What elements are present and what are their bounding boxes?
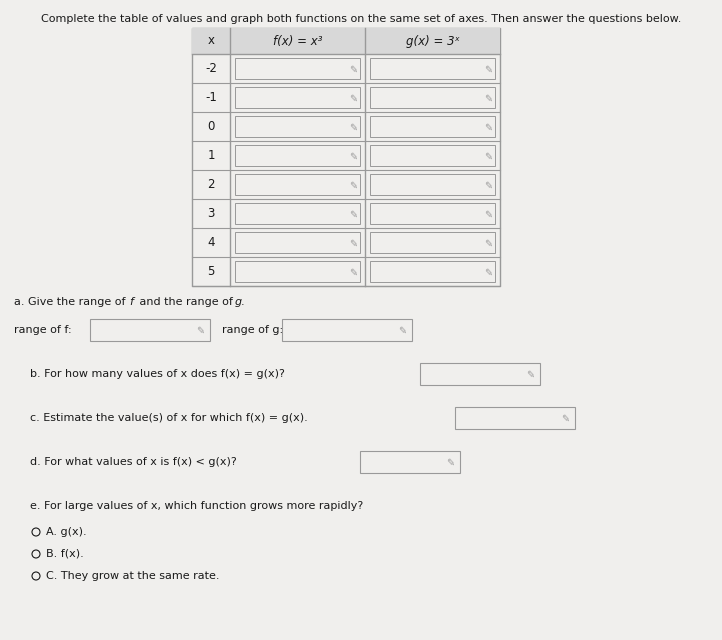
Bar [235,174,360,195]
Text: ✎: ✎ [484,209,492,220]
Bar [370,203,495,224]
Text: range of f:: range of f: [14,325,71,335]
Text: b. For how many values of x does f(x) = g(x)?: b. For how many values of x does f(x) = … [30,369,285,379]
Text: ✎: ✎ [484,152,492,161]
Text: ✎: ✎ [349,209,357,220]
Bar [370,87,495,108]
Bar [282,319,412,341]
Text: f(x) = x³: f(x) = x³ [273,35,322,47]
Text: c. Estimate the value(s) of x for which f(x) = g(x).: c. Estimate the value(s) of x for which … [30,413,308,423]
Text: ✎: ✎ [484,122,492,132]
Text: C. They grow at the same rate.: C. They grow at the same rate. [46,571,219,581]
Text: 0: 0 [207,120,214,133]
Text: ✎: ✎ [349,65,357,74]
Text: 1: 1 [207,149,214,162]
Text: g: g [235,297,242,307]
Text: a. Give the range of: a. Give the range of [14,297,129,307]
Text: .: . [240,297,244,307]
Text: ✎: ✎ [484,65,492,74]
Text: A. g(x).: A. g(x). [46,527,87,537]
Text: g(x) = 3ˣ: g(x) = 3ˣ [406,35,459,47]
Bar [235,145,360,166]
Bar [235,116,360,137]
Text: 3: 3 [207,207,214,220]
Text: ✎: ✎ [349,239,357,248]
Text: ✎: ✎ [484,239,492,248]
Text: x: x [207,35,214,47]
Bar [370,58,495,79]
Text: ✎: ✎ [484,268,492,278]
Text: e. For large values of x, which function grows more rapidly?: e. For large values of x, which function… [30,501,363,511]
Text: and the range of: and the range of [136,297,236,307]
Text: ✎: ✎ [398,326,406,336]
Text: 2: 2 [207,178,214,191]
Bar [370,116,495,137]
Bar [192,28,500,54]
Bar [370,174,495,195]
Text: ✎: ✎ [484,180,492,191]
Text: ✎: ✎ [446,458,454,468]
Text: d. For what values of x is f(x) < g(x)?: d. For what values of x is f(x) < g(x)? [30,457,237,467]
Text: -1: -1 [205,91,217,104]
Bar [235,58,360,79]
Text: ✎: ✎ [561,414,569,424]
Text: B. f(x).: B. f(x). [46,549,84,559]
Bar [192,28,500,286]
Text: 4: 4 [207,236,214,249]
Bar [235,261,360,282]
Text: Complete the table of values and graph both functions on the same set of axes. T: Complete the table of values and graph b… [41,14,681,24]
Bar [360,451,460,473]
Text: ✎: ✎ [349,180,357,191]
Text: ✎: ✎ [526,370,534,380]
Text: ✎: ✎ [349,93,357,104]
Text: ✎: ✎ [196,326,204,336]
Bar [370,145,495,166]
Text: ✎: ✎ [484,93,492,104]
Bar [235,232,360,253]
Text: 5: 5 [207,265,214,278]
Bar [370,261,495,282]
Bar [420,363,540,385]
Text: ✎: ✎ [349,152,357,161]
Text: ✎: ✎ [349,268,357,278]
Bar [455,407,575,429]
Bar [370,232,495,253]
Bar [235,87,360,108]
Text: range of g:: range of g: [222,325,283,335]
Text: -2: -2 [205,62,217,75]
Bar [90,319,210,341]
Text: ✎: ✎ [349,122,357,132]
Bar [235,203,360,224]
Text: f: f [129,297,134,307]
